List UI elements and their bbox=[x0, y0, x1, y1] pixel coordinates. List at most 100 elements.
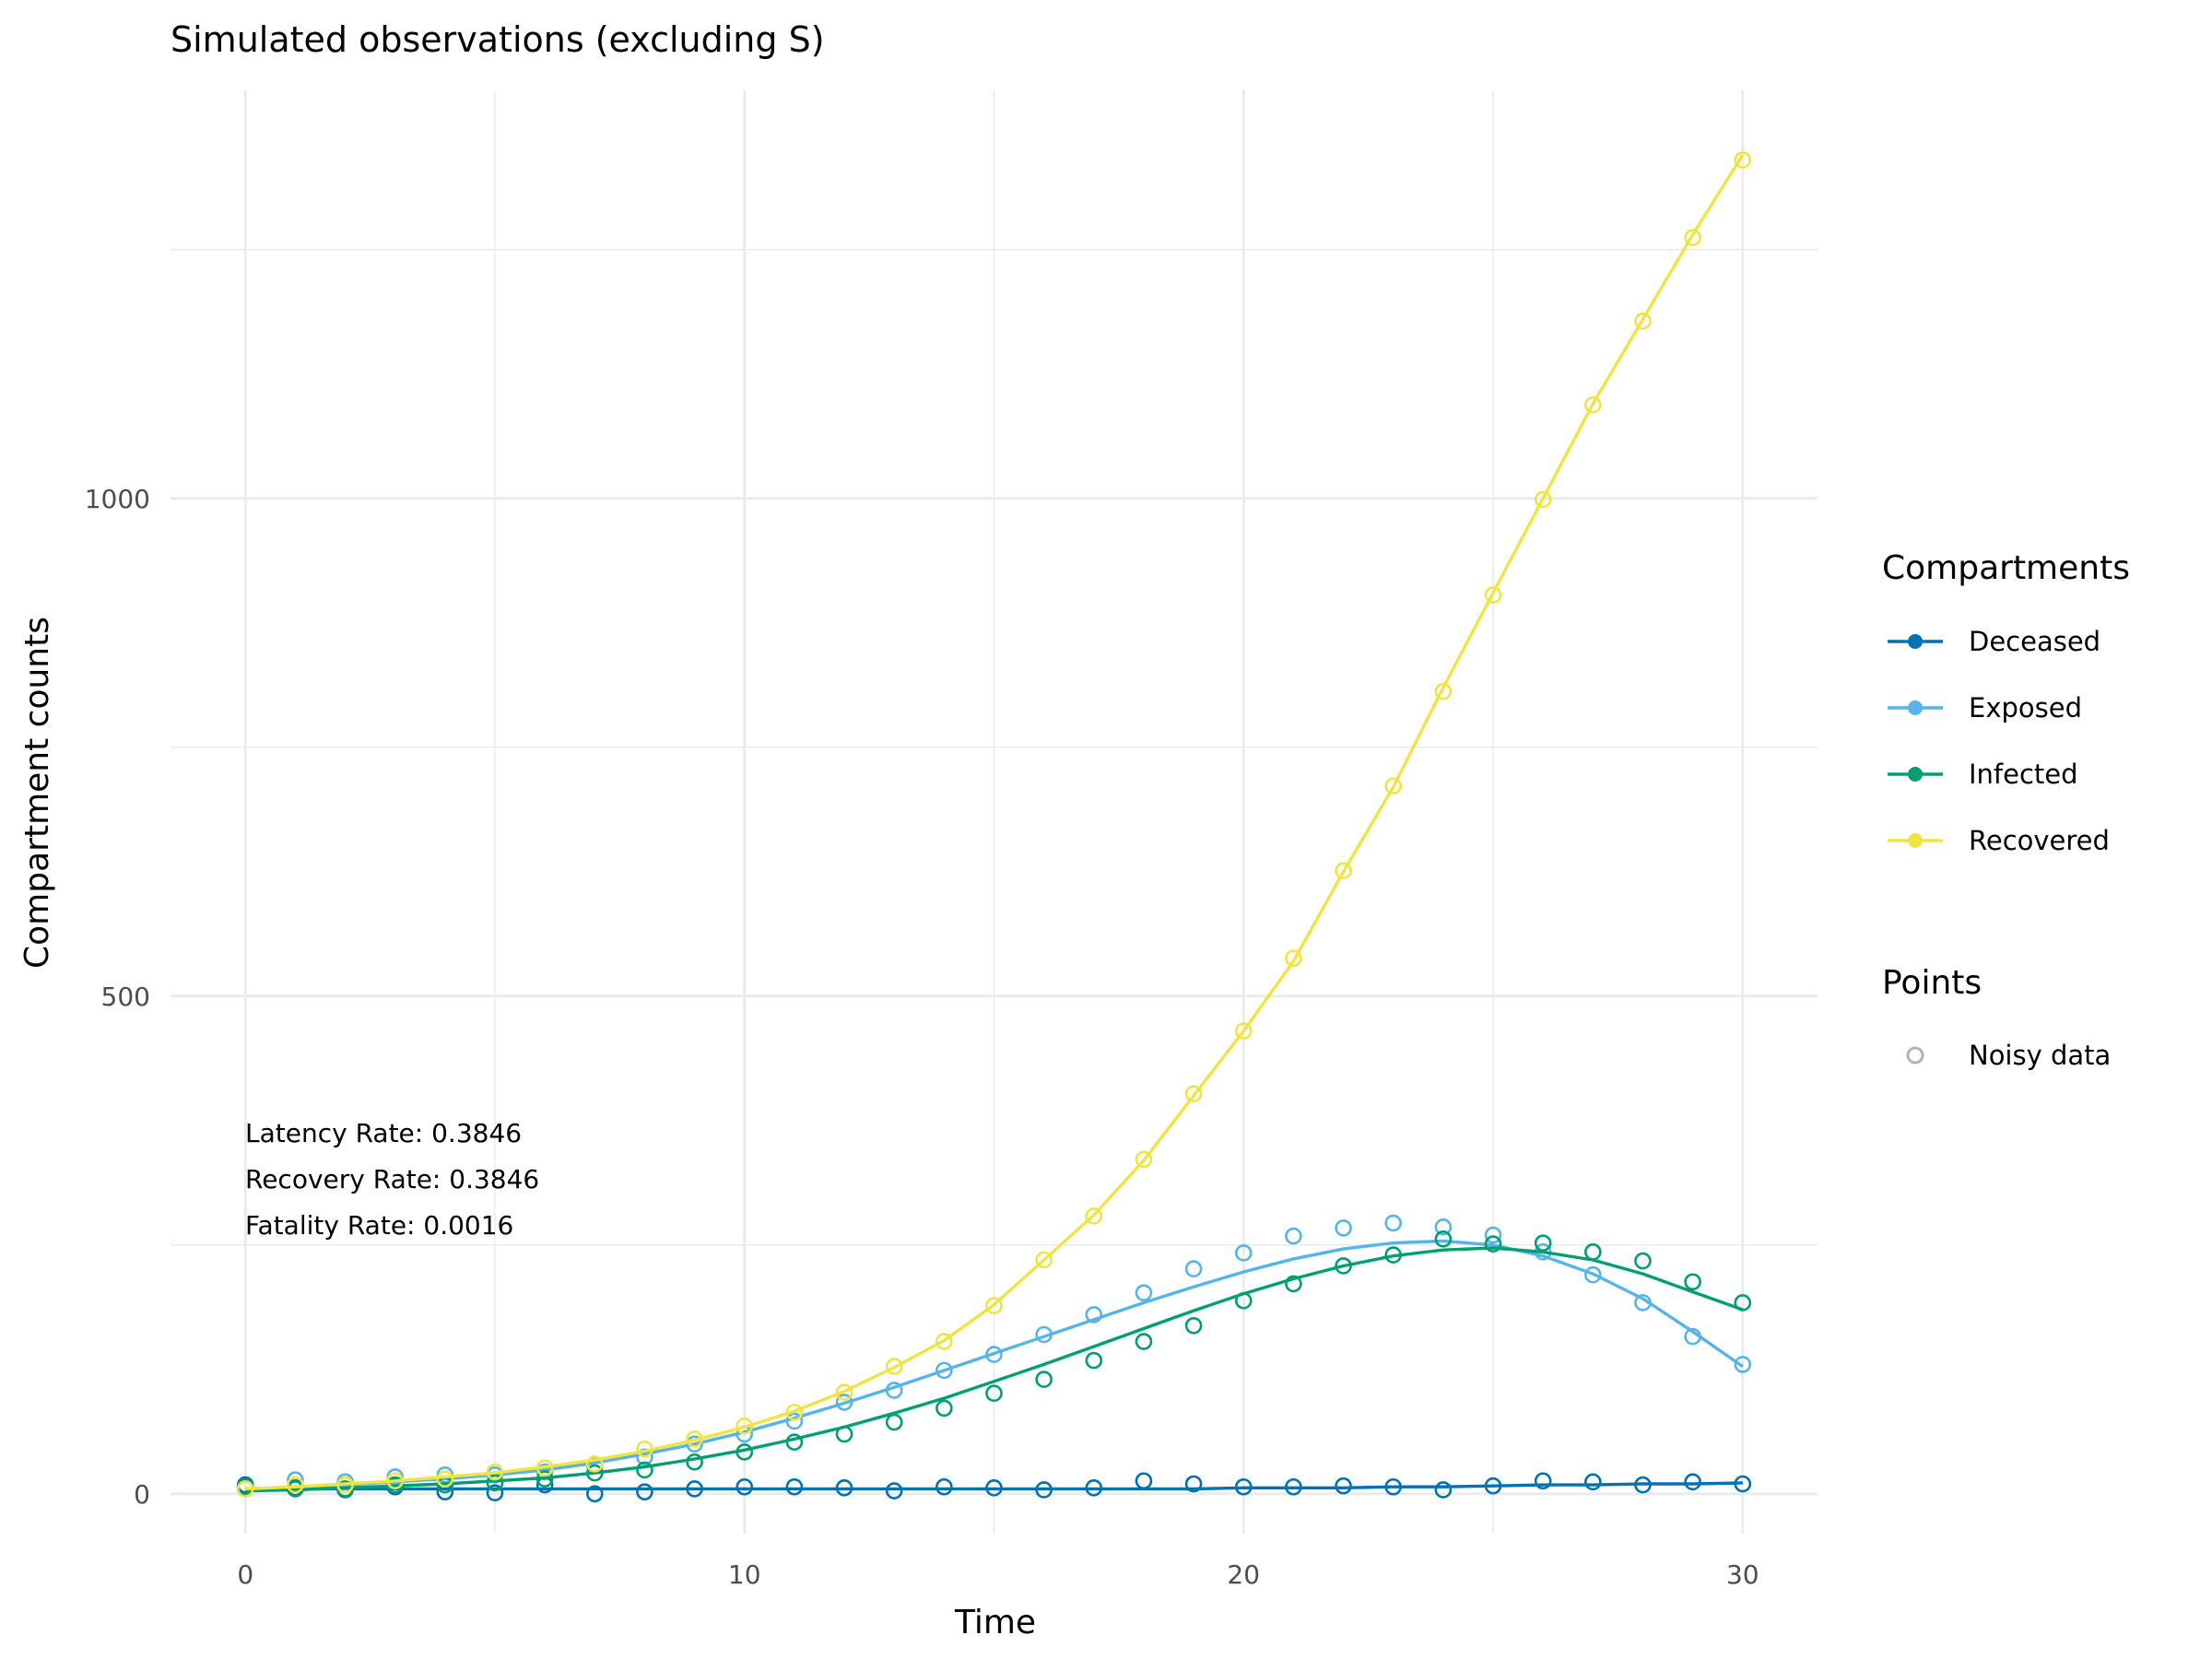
data-point-deceased bbox=[1634, 1476, 1652, 1494]
legend-items: Deceased Exposed Infected Recovered bbox=[1888, 626, 2110, 856]
data-point-deceased bbox=[486, 1484, 504, 1502]
data-point-exposed bbox=[1085, 1306, 1103, 1324]
data-point-exposed bbox=[1584, 1265, 1602, 1284]
data-point-recovered bbox=[1534, 490, 1552, 509]
data-point-recovered bbox=[1434, 683, 1453, 700]
data-point-exposed bbox=[1434, 1218, 1453, 1236]
y-axis-ticks: 0 500 1000 bbox=[85, 484, 150, 1510]
data-point-infected bbox=[1434, 1230, 1453, 1248]
data-point-recovered bbox=[686, 1430, 703, 1448]
data-point-exposed bbox=[686, 1435, 703, 1453]
data-point-infected bbox=[1534, 1234, 1552, 1252]
data-point-infected bbox=[1285, 1275, 1302, 1293]
data-point-recovered bbox=[835, 1383, 853, 1401]
legend-title-compartments: Compartments bbox=[1882, 549, 2130, 587]
data-point-deceased bbox=[1384, 1477, 1403, 1496]
series-layer bbox=[236, 151, 1752, 1503]
data-point-infected bbox=[636, 1461, 653, 1479]
data-point-deceased bbox=[1285, 1477, 1302, 1496]
data-point-recovered bbox=[785, 1403, 804, 1421]
data-point-infected bbox=[1035, 1371, 1053, 1388]
x-axis-title: Time bbox=[954, 1604, 1036, 1641]
legend-key-noisy-data bbox=[1906, 1046, 1924, 1065]
data-point-recovered bbox=[585, 1455, 604, 1473]
data-point-recovered bbox=[1584, 395, 1602, 414]
data-point-recovered bbox=[735, 1418, 754, 1435]
data-point-exposed bbox=[985, 1346, 1003, 1363]
data-point-infected bbox=[486, 1474, 504, 1492]
data-point-exposed bbox=[1035, 1325, 1053, 1344]
data-point-infected bbox=[1384, 1246, 1403, 1264]
data-point-exposed bbox=[1135, 1284, 1153, 1301]
data-point-deceased bbox=[1734, 1475, 1752, 1493]
data-point-deceased bbox=[1135, 1472, 1153, 1490]
y-tick-label: 500 bbox=[101, 982, 150, 1012]
data-point-infected bbox=[1335, 1257, 1352, 1275]
data-point-exposed bbox=[1184, 1260, 1203, 1278]
data-point-recovered bbox=[236, 1480, 254, 1498]
data-point-deceased bbox=[1684, 1473, 1701, 1491]
data-point-deceased bbox=[1085, 1479, 1103, 1497]
data-point-recovered bbox=[885, 1358, 903, 1375]
data-point-recovered bbox=[336, 1476, 354, 1494]
data-point-exposed bbox=[785, 1412, 804, 1430]
series-line-infected bbox=[245, 1246, 1744, 1493]
legend-title-points: Points bbox=[1882, 964, 1982, 1002]
data-point-recovered bbox=[1734, 151, 1752, 169]
data-point-recovered bbox=[386, 1472, 404, 1490]
legend: Compartments Deceased Exposed Infected Reco… bbox=[1882, 549, 2130, 1071]
y-tick-label: 0 bbox=[134, 1479, 150, 1510]
data-point-deceased bbox=[636, 1483, 653, 1500]
data-point-infected bbox=[1184, 1316, 1203, 1335]
series-line-recovered bbox=[245, 154, 1745, 1491]
legend-item-recovered: Recovered bbox=[1888, 825, 2110, 856]
data-point-deceased bbox=[1234, 1477, 1253, 1496]
annotation-fatality: Fatality Rate: 0.0016 bbox=[245, 1210, 513, 1241]
data-point-infected bbox=[885, 1413, 903, 1431]
data-point-deceased bbox=[1035, 1481, 1053, 1499]
data-point-exposed bbox=[1285, 1227, 1302, 1245]
data-point-exposed bbox=[835, 1394, 853, 1411]
data-point-exposed bbox=[1634, 1294, 1652, 1312]
legend-item-exposed: Exposed bbox=[1888, 692, 2082, 724]
data-point-infected bbox=[985, 1384, 1003, 1403]
data-point-deceased bbox=[1434, 1481, 1453, 1499]
data-point-infected bbox=[1734, 1294, 1752, 1312]
data-point-infected bbox=[1634, 1252, 1652, 1270]
x-tick-label: 20 bbox=[1227, 1559, 1260, 1590]
data-point-exposed bbox=[935, 1361, 953, 1380]
data-point-infected bbox=[1584, 1243, 1602, 1261]
data-point-infected bbox=[585, 1464, 604, 1482]
data-point-exposed bbox=[1335, 1219, 1352, 1237]
annotation-recovery: Recovery Rate: 0.3846 bbox=[245, 1164, 539, 1194]
data-point-infected bbox=[785, 1433, 804, 1451]
data-point-deceased bbox=[1335, 1477, 1352, 1495]
data-point-recovered bbox=[1335, 862, 1352, 880]
legend-label: Recovered bbox=[1969, 825, 2110, 856]
data-point-recovered bbox=[1035, 1251, 1053, 1269]
x-tick-label: 0 bbox=[237, 1559, 253, 1590]
data-point-recovered bbox=[985, 1297, 1003, 1314]
data-point-deceased bbox=[835, 1479, 853, 1497]
series-recovered bbox=[236, 151, 1752, 1498]
data-point-deceased bbox=[1484, 1477, 1502, 1495]
legend-key-dot bbox=[1908, 700, 1923, 715]
data-point-recovered bbox=[1684, 229, 1701, 247]
legend-item-infected: Infected bbox=[1888, 759, 2078, 790]
y-tick-label: 1000 bbox=[85, 484, 150, 514]
data-point-infected bbox=[1085, 1351, 1103, 1370]
data-point-deceased bbox=[1534, 1472, 1552, 1490]
data-point-recovered bbox=[1135, 1150, 1153, 1169]
data-point-exposed bbox=[1484, 1226, 1502, 1244]
data-point-deceased bbox=[1584, 1473, 1602, 1491]
data-point-deceased bbox=[935, 1477, 953, 1496]
data-point-deceased bbox=[785, 1477, 804, 1496]
data-point-infected bbox=[686, 1453, 703, 1471]
data-point-infected bbox=[735, 1443, 754, 1461]
data-point-recovered bbox=[935, 1333, 953, 1350]
data-point-recovered bbox=[535, 1459, 554, 1477]
data-point-recovered bbox=[436, 1470, 454, 1488]
x-tick-label: 10 bbox=[728, 1559, 761, 1590]
data-point-recovered bbox=[287, 1476, 304, 1494]
x-axis-ticks: 0 10 20 30 bbox=[237, 1559, 1759, 1590]
